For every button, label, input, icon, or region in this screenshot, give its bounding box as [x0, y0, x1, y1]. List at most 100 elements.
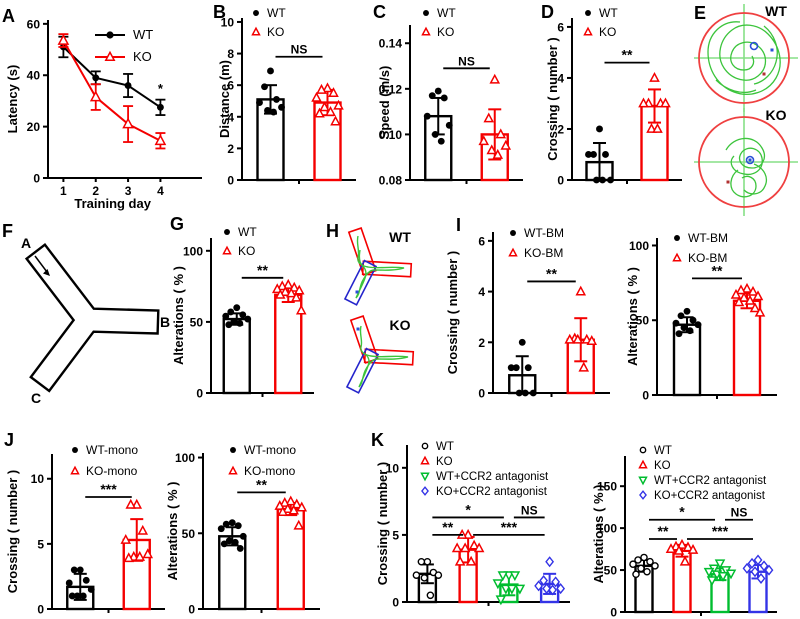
svg-text:1: 1	[60, 184, 67, 198]
points-WT	[412, 557, 443, 600]
svg-text:0.10: 0.10	[379, 128, 403, 142]
svg-text:10: 10	[221, 15, 235, 29]
bar-KO-BM	[566, 317, 595, 395]
svg-text:8: 8	[227, 47, 234, 61]
significance: ** **** NS	[432, 501, 545, 536]
svg-text:0: 0	[478, 387, 485, 401]
svg-text:0.14: 0.14	[379, 37, 403, 51]
points-KO	[638, 71, 671, 133]
svg-text:4: 4	[157, 184, 164, 198]
points-KO+CCR2 antagonist	[534, 556, 566, 596]
legend: WT-mono KO-mono	[70, 443, 138, 478]
svg-text:50: 50	[604, 564, 618, 578]
svg-text:WT: WT	[599, 6, 618, 20]
svg-text:KO-mono: KO-mono	[244, 464, 296, 478]
y-axis-label: Crossing ( number )	[445, 251, 460, 375]
bar-KO-mono	[122, 518, 151, 611]
y-axis-label: Alterations ( % )	[591, 485, 606, 584]
svg-text:**: **	[257, 262, 268, 278]
points-WT	[629, 553, 659, 579]
svg-text:2: 2	[478, 336, 485, 350]
legend: WT KO	[583, 6, 618, 39]
blue-square-marker	[748, 158, 752, 162]
svg-text:50: 50	[636, 314, 650, 328]
panel-letter-i: I	[456, 215, 462, 235]
significance-star: *	[158, 81, 164, 96]
y-axis-label: Crossing ( number )	[5, 470, 20, 594]
panel-letter-b: B	[213, 2, 226, 22]
legend: WT-BM KO-BM	[508, 226, 564, 260]
svg-text:WT+CCR2 antagonist: WT+CCR2 antagonist	[654, 475, 767, 487]
panel-letter-f: F	[2, 221, 13, 241]
svg-text:B: B	[160, 314, 170, 330]
svg-text:100: 100	[629, 239, 649, 253]
panel-letter-c: C	[373, 2, 386, 22]
svg-text:WT: WT	[437, 6, 456, 20]
points-WT	[423, 87, 453, 145]
points-KO	[271, 278, 307, 315]
x-axis-label: Training day	[74, 196, 151, 211]
svg-text:NS: NS	[458, 54, 475, 68]
svg-text:6: 6	[478, 234, 485, 248]
red-square-marker	[762, 72, 766, 76]
bar-WT-BM	[508, 355, 537, 395]
legend: WT KO	[251, 6, 286, 39]
panel-h-ymaze-traces: WT KO	[343, 227, 415, 394]
svg-text:0: 0	[37, 603, 44, 617]
svg-text:0: 0	[557, 174, 564, 188]
svg-text:10: 10	[31, 472, 45, 486]
svg-text:WT: WT	[765, 3, 787, 19]
points-WT+CCR2 antagonist	[492, 571, 526, 606]
axes: 0 20 40 60	[27, 17, 202, 186]
y-axis-label: Latency (s)	[5, 65, 20, 134]
points-KO	[478, 73, 512, 159]
panel-i-crossing-bar-chart: 0 2 4 6 Crossing ( number ) ** WT-BM KO-BM	[445, 226, 610, 401]
svg-text:WT-mono: WT-mono	[86, 443, 138, 457]
svg-text:5: 5	[37, 537, 44, 551]
points-KO-mono	[274, 495, 308, 530]
legend: WT KO	[421, 6, 456, 39]
significance: **	[241, 262, 284, 279]
bar-KO-mono	[276, 501, 305, 611]
bar-WT	[424, 96, 453, 182]
y-axis-label: Alterations ( % )	[171, 266, 186, 365]
platform-ring	[745, 155, 755, 165]
y-axis-label: Distance (m)	[217, 60, 232, 138]
svg-text:2: 2	[227, 142, 234, 156]
points-KO	[311, 82, 344, 126]
arena-KO	[694, 108, 798, 216]
svg-text:KO: KO	[766, 107, 787, 123]
svg-text:KO-BM: KO-BM	[524, 246, 563, 260]
svg-text:150: 150	[597, 480, 617, 494]
axes: 0 2 4 6 8 10	[221, 15, 356, 188]
panel-b-distance-bar-chart: 0 2 4 6 8 10 Distance (m) NS WT KO	[217, 6, 356, 188]
y-axis-label: Alterations ( % )	[625, 267, 640, 366]
points-KO-mono	[120, 498, 154, 563]
bar-WT	[585, 142, 614, 182]
significance: ** **** NS	[649, 504, 753, 540]
legend: WT-mono KO-mono	[228, 443, 296, 478]
svg-text:KO: KO	[133, 49, 152, 64]
svg-text:WT: WT	[654, 445, 672, 457]
arena-WT	[694, 4, 798, 112]
svg-text:WT: WT	[238, 225, 257, 239]
series-KO	[57, 33, 167, 150]
y-axis-label: Alterations ( % )	[165, 482, 180, 581]
svg-text:100: 100	[183, 244, 203, 258]
blue-square-marker	[356, 327, 360, 331]
svg-text:***: ***	[501, 519, 518, 535]
significance: **	[237, 476, 286, 494]
panel-g-alterations-bar-chart: 0 50 100 Alterations ( % ) ** WT KO	[171, 225, 314, 401]
bar-KO	[672, 543, 692, 614]
legend: WT KO	[95, 27, 153, 64]
svg-text:***: ***	[712, 523, 729, 539]
svg-text:0: 0	[227, 174, 234, 188]
points-KO-BM	[564, 285, 598, 372]
panel-letter-h: H	[326, 221, 339, 241]
svg-text:NS: NS	[731, 506, 748, 520]
svg-text:0: 0	[196, 387, 203, 401]
svg-text:WT+CCR2 antagonist: WT+CCR2 antagonist	[436, 471, 549, 483]
svg-text:50: 50	[190, 315, 204, 329]
svg-text:**: **	[442, 519, 453, 535]
trace-maze-WT	[343, 227, 413, 306]
